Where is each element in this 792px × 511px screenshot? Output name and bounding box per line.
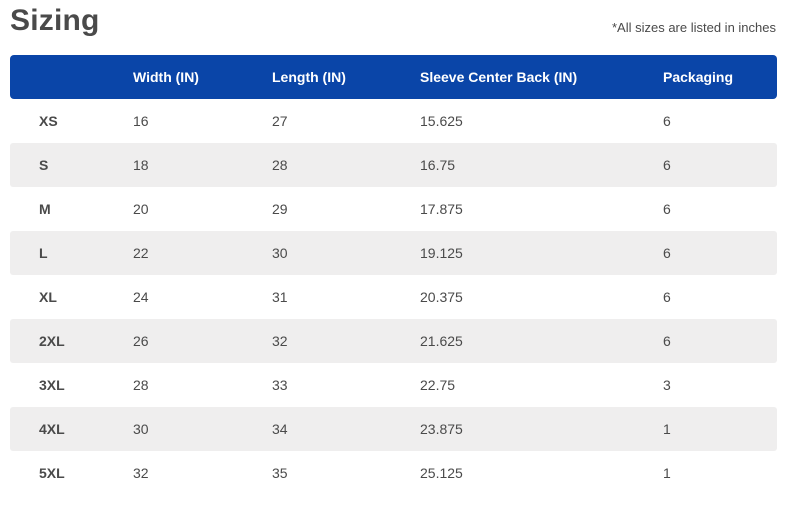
sleeve-cell: 19.125: [420, 245, 463, 261]
table-row: 2XL 26 32 21.625 6: [10, 319, 777, 363]
sleeve-cell: 16.75: [420, 157, 456, 173]
width-cell: 18: [133, 157, 149, 173]
packaging-cell: 3: [663, 377, 671, 393]
table-row: 4XL 30 34 23.875 1: [10, 407, 777, 451]
length-cell: 28: [272, 157, 288, 173]
width-cell: 24: [133, 289, 149, 305]
length-cell: 30: [272, 245, 288, 261]
packaging-cell: 6: [663, 245, 671, 261]
length-cell: 32: [272, 333, 288, 349]
size-cell: XS: [39, 113, 58, 129]
header-packaging: Packaging: [663, 69, 734, 85]
sleeve-cell: 25.125: [420, 465, 463, 481]
width-cell: 20: [133, 201, 149, 217]
table-body: XS 16 27 15.625 6 S 18 28 16.75 6 M 20 29 17.875 6 L 22 3…: [10, 99, 777, 495]
table-row: 5XL 32 35 25.125 1: [10, 451, 777, 495]
width-cell: 22: [133, 245, 149, 261]
header-length: Length (IN): [272, 69, 346, 85]
length-cell: 31: [272, 289, 288, 305]
width-cell: 28: [133, 377, 149, 393]
page-title: Sizing: [10, 4, 100, 37]
packaging-cell: 1: [663, 465, 671, 481]
width-cell: 16: [133, 113, 149, 129]
packaging-cell: 6: [663, 333, 671, 349]
packaging-cell: 1: [663, 421, 671, 437]
sleeve-cell: 22.75: [420, 377, 456, 393]
size-cell: XL: [39, 289, 57, 305]
header-width: Width (IN): [133, 69, 199, 85]
packaging-cell: 6: [663, 113, 671, 129]
sleeve-cell: 23.875: [420, 421, 463, 437]
table-header: Width (IN) Length (IN) Sleeve Center Bac…: [10, 55, 777, 99]
length-cell: 27: [272, 113, 288, 129]
length-cell: 34: [272, 421, 288, 437]
size-cell: S: [39, 157, 49, 173]
table-row: S 18 28 16.75 6: [10, 143, 777, 187]
width-cell: 26: [133, 333, 149, 349]
units-note: *All sizes are listed in inches: [611, 20, 776, 35]
size-cell: 4XL: [39, 421, 65, 437]
size-cell: 5XL: [39, 465, 65, 481]
size-cell: 3XL: [39, 377, 65, 393]
sleeve-cell: 21.625: [420, 333, 463, 349]
size-cell: M: [39, 201, 51, 217]
sleeve-cell: 17.875: [420, 201, 463, 217]
size-cell: 2XL: [39, 333, 65, 349]
packaging-cell: 6: [663, 157, 671, 173]
table-row: 3XL 28 33 22.75 3: [10, 363, 777, 407]
table-row: M 20 29 17.875 6: [10, 187, 777, 231]
header-sleeve: Sleeve Center Back (IN): [420, 69, 578, 85]
width-cell: 30: [133, 421, 149, 437]
table-row: L 22 30 19.125 6: [10, 231, 777, 275]
sleeve-cell: 15.625: [420, 113, 463, 129]
length-cell: 35: [272, 465, 288, 481]
packaging-cell: 6: [663, 201, 671, 217]
length-cell: 33: [272, 377, 288, 393]
table-row: XS 16 27 15.625 6: [10, 99, 777, 143]
width-cell: 32: [133, 465, 149, 481]
packaging-cell: 6: [663, 289, 671, 305]
length-cell: 29: [272, 201, 288, 217]
table-row: XL 24 31 20.375 6: [10, 275, 777, 319]
size-cell: L: [39, 245, 48, 261]
sizing-table: Width (IN) Length (IN) Sleeve Center Bac…: [10, 55, 777, 495]
sleeve-cell: 20.375: [420, 289, 463, 305]
